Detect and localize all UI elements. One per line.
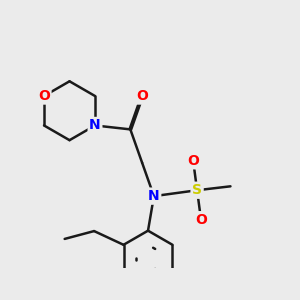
Text: S: S <box>192 183 202 197</box>
Text: N: N <box>89 118 101 133</box>
Text: O: O <box>136 89 148 103</box>
Text: O: O <box>38 89 50 103</box>
Text: O: O <box>187 154 199 168</box>
Text: N: N <box>148 189 160 203</box>
Text: O: O <box>195 213 207 227</box>
